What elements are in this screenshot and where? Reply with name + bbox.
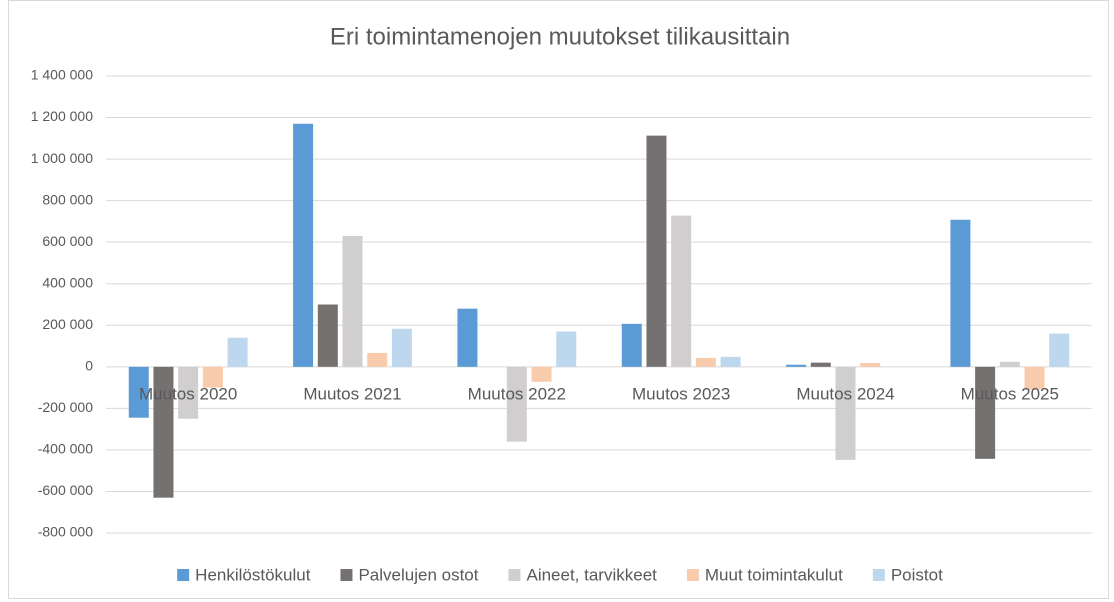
bar [391,328,412,367]
bar [621,323,642,367]
x-tick-label: Muutos 2022 [468,384,566,403]
bar [950,219,971,367]
y-tick-label: -400 000 [38,441,93,457]
legend-label: Palvelujen ostot [358,565,478,584]
bar [1024,366,1045,390]
bar [1049,333,1070,367]
legend-swatch [686,569,699,581]
bar [975,366,996,459]
bar [178,366,199,419]
legend-label: Poistot [891,565,943,584]
bar [556,331,577,367]
bar [342,235,363,367]
legend-label: Muut toimintakulut [705,565,843,584]
x-tick-label: Muutos 2024 [796,384,894,403]
legend-swatch [508,569,521,581]
bar [786,364,807,367]
y-tick-label: -200 000 [38,399,93,415]
legend-swatch [177,569,190,581]
bar [531,366,552,382]
bar [646,135,667,367]
bar [999,361,1020,367]
chart-title: Eri toimintamenojen muutokset tilikausit… [330,23,790,50]
y-tick-label: 1 000 000 [31,150,93,166]
x-tick-label: Muutos 2021 [303,384,401,403]
x-tick-label: Muutos 2025 [961,384,1059,403]
bar [293,123,314,367]
bar [457,308,478,367]
y-tick-label: 0 [85,358,93,374]
legend-label: Aineet, tarvikkeet [526,565,657,584]
bar [506,366,527,442]
bar [720,356,741,367]
bar [202,366,223,388]
y-tick-label: 600 000 [42,233,93,249]
y-tick-label: -600 000 [38,482,93,498]
x-tick-label: Muutos 2023 [632,384,730,403]
chart-border [8,0,1109,599]
bar [671,215,692,367]
y-tick-label: 800 000 [42,191,93,207]
bar [153,366,174,498]
legend-swatch [872,569,885,581]
y-tick-label: 200 000 [42,316,93,332]
bar [695,357,716,367]
bar [128,366,149,418]
y-tick-label: 400 000 [42,274,93,290]
bar [227,337,248,367]
legend-label: Henkilöstökulut [195,565,311,584]
bar [835,366,856,460]
x-tick-label: Muutos 2020 [139,384,237,403]
bar [317,304,338,367]
y-tick-label: -800 000 [38,524,93,540]
bar [860,363,881,367]
bar [810,362,831,367]
y-tick-label: 1 200 000 [31,108,93,124]
y-tick-label: 1 400 000 [31,67,93,83]
legend-swatch [340,569,353,581]
bar [367,352,388,367]
